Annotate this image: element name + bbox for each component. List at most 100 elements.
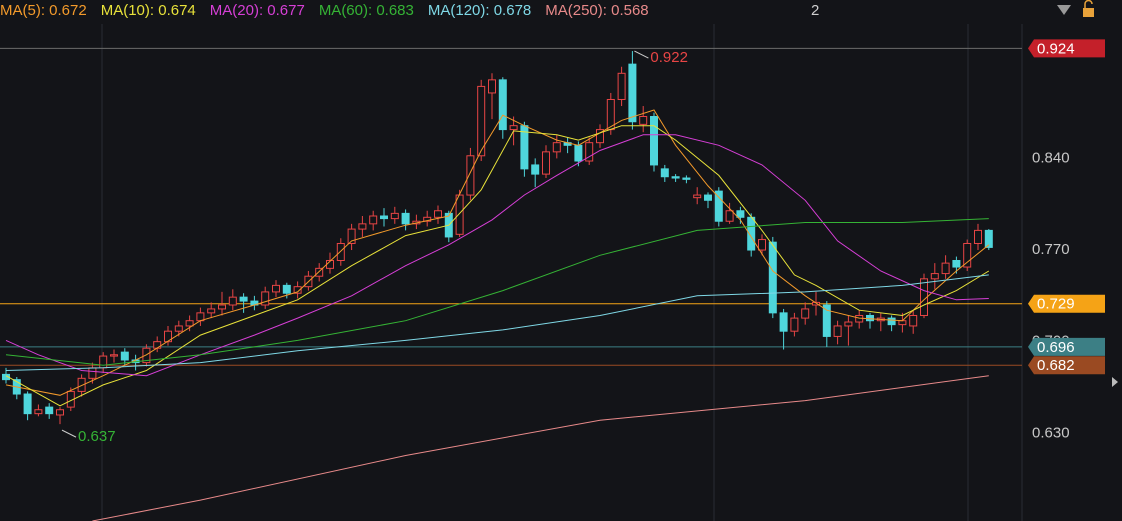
candle-body: [185, 320, 194, 327]
candle-body: [2, 373, 10, 381]
price-tag-label: 0.729: [1037, 296, 1075, 313]
candle-body: [650, 116, 658, 166]
candle-body: [423, 216, 432, 222]
collapse-icon[interactable]: [1057, 5, 1071, 15]
candle-body: [682, 177, 691, 180]
candle-body: [455, 194, 464, 235]
candle-body: [639, 116, 648, 125]
price-tag-label: 0.682: [1037, 357, 1075, 374]
price-tag-label: 0.924: [1037, 40, 1075, 57]
lock-icon-shackle: [1084, 0, 1093, 8]
candle-body: [714, 190, 723, 222]
candle-body: [617, 72, 626, 100]
y-tick-label: 0.840: [1032, 149, 1070, 166]
annotation-arrow: [634, 50, 649, 59]
candle-body: [898, 320, 907, 326]
candle-body: [120, 351, 129, 361]
candle-body: [174, 325, 183, 332]
candle-body: [628, 63, 637, 123]
legend-entry: MA(250): 0.568: [545, 2, 648, 19]
moving-average-line: [92, 375, 989, 521]
price-tag: [1028, 39, 1105, 58]
candle-body: [812, 301, 820, 306]
candle-body: [930, 273, 939, 280]
candle-body: [866, 314, 874, 322]
candle-body: [434, 210, 442, 218]
candle-body: [963, 242, 972, 268]
candle-body: [142, 347, 151, 364]
lock-icon[interactable]: [1083, 8, 1094, 17]
price-tag: [1028, 337, 1105, 356]
candle-body: [822, 304, 831, 337]
legend-entry: MA(60): 0.683: [319, 2, 414, 19]
candle-body: [477, 85, 486, 157]
toolbar-label[interactable]: 2: [811, 2, 819, 19]
candle-body: [315, 267, 324, 277]
candle-body: [380, 215, 388, 220]
candle-body: [725, 210, 734, 222]
candle-body: [153, 341, 162, 349]
candle-body: [844, 321, 853, 327]
candle-body: [984, 229, 993, 248]
price-tag: [1028, 294, 1105, 313]
candle-body: [855, 314, 864, 323]
candle-body: [110, 354, 118, 357]
candle-body: [347, 228, 356, 244]
annotation-arrow: [61, 429, 77, 438]
candle-body: [790, 317, 799, 332]
candle-body: [293, 286, 302, 294]
candle-body: [34, 409, 43, 415]
candle-body: [909, 314, 918, 327]
candle-body: [45, 406, 54, 415]
candle-body: [596, 129, 604, 144]
candle-body: [952, 260, 961, 268]
candle-body: [758, 239, 766, 251]
candle-body: [498, 79, 507, 131]
candle-body: [336, 242, 345, 261]
candle-body: [887, 317, 896, 326]
candle-body: [369, 215, 378, 225]
candle-body: [833, 325, 842, 337]
legend-entry: MA(20): 0.677: [210, 2, 305, 19]
legend-entry: MA(5): 0.672: [0, 2, 87, 19]
candle-body: [401, 212, 410, 225]
candle-body: [779, 312, 788, 332]
candle-body: [272, 284, 280, 293]
candle-body: [531, 164, 540, 175]
candle-body: [88, 367, 97, 379]
candle-body: [704, 194, 712, 201]
candle-body: [736, 210, 745, 218]
candle-body: [941, 262, 950, 275]
candle-body: [23, 393, 32, 415]
candle-body: [488, 79, 496, 94]
candle-body: [542, 151, 550, 175]
price-tag-label: 0.696: [1037, 339, 1075, 356]
candle-body: [207, 308, 216, 314]
candle-body: [768, 241, 777, 314]
legend: MA(5): 0.672 MA(10): 0.674 MA(20): 0.677 MA…: [0, 2, 649, 19]
moving-average-line: [5, 274, 989, 371]
candle-body: [585, 142, 594, 162]
plot-layer: [0, 47, 1022, 366]
scroll-arrow[interactable]: [1112, 377, 1118, 387]
annotation-label: 0.922: [650, 49, 688, 66]
moving-average-line: [5, 109, 990, 396]
price-tag: [1028, 356, 1105, 375]
candle-body: [671, 176, 680, 179]
candle-body: [77, 377, 86, 392]
legend-entry: MA(120): 0.678: [428, 2, 531, 19]
candle-body: [99, 355, 108, 369]
candle-body: [56, 409, 64, 416]
candle-body: [218, 304, 226, 310]
moving-average-line: [5, 125, 990, 407]
legend-entry: MA(10): 0.674: [101, 2, 196, 19]
candle-body: [466, 155, 475, 196]
y-tick-label: 0.630: [1032, 424, 1070, 441]
candle-body: [693, 194, 702, 199]
candle-body: [974, 229, 982, 244]
candle-body: [261, 291, 270, 306]
moving-average-line: [5, 218, 989, 366]
